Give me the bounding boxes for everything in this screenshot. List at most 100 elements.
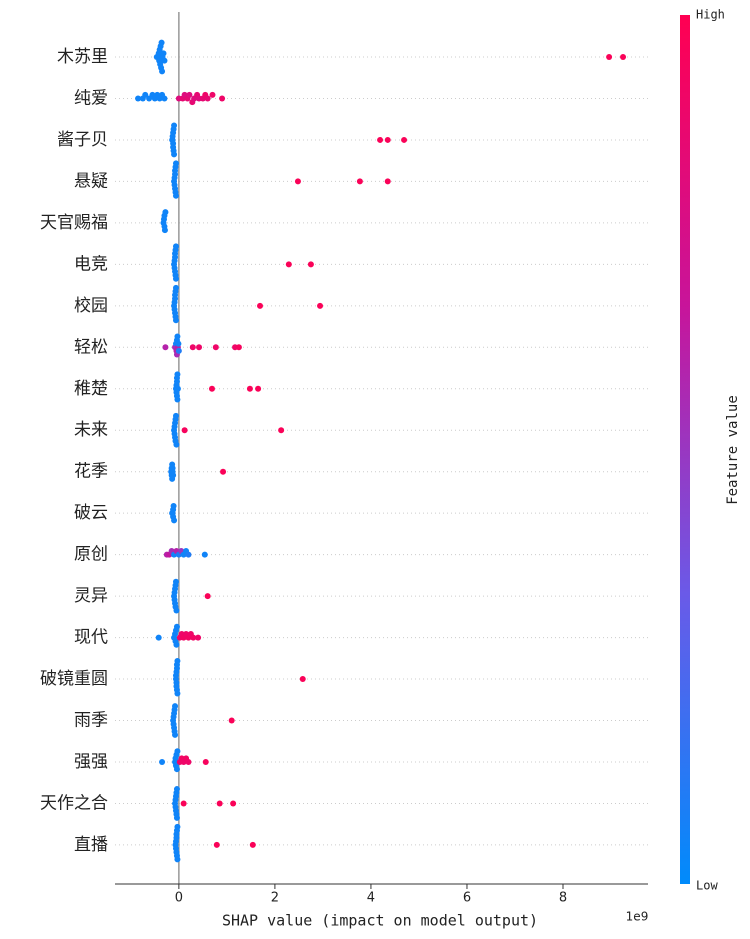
dot <box>317 302 324 309</box>
feature-label: 直播 <box>74 835 108 855</box>
dot <box>172 275 179 282</box>
feature-label: 原创 <box>74 545 108 565</box>
dot <box>174 658 181 665</box>
dot <box>172 578 179 585</box>
feature-label: 现代 <box>74 628 108 648</box>
x-tick-label: 4 <box>367 891 375 906</box>
dot <box>307 261 314 268</box>
feature-label: 强强 <box>74 752 108 772</box>
offset-label: 1e9 <box>626 910 649 924</box>
feature-label: 电竞 <box>74 254 108 274</box>
x-axis-label: SHAP value (impact on model output) <box>222 912 538 930</box>
dot <box>255 385 262 392</box>
x-tick-label: 0 <box>175 891 183 906</box>
dot <box>356 178 363 185</box>
dot <box>162 209 169 216</box>
dot <box>174 748 181 755</box>
dot <box>174 823 181 830</box>
dot <box>170 472 177 479</box>
dot <box>620 54 627 60</box>
dot <box>174 371 181 378</box>
dot <box>175 347 182 354</box>
dot <box>172 703 179 710</box>
dot <box>173 607 180 614</box>
dot <box>185 758 192 765</box>
dot <box>285 261 292 268</box>
dot <box>174 396 181 403</box>
dot <box>170 502 177 509</box>
dot <box>216 800 223 807</box>
feature-label: 天官赐福 <box>40 213 108 233</box>
dot <box>201 551 208 558</box>
dot <box>606 54 613 60</box>
dot <box>246 385 253 392</box>
dot <box>180 800 187 807</box>
feature-label: 木苏里 <box>57 47 108 67</box>
feature-label: 校园 <box>74 296 108 316</box>
dot <box>173 623 180 630</box>
dot <box>155 634 162 641</box>
dot <box>174 690 181 697</box>
dot <box>161 227 168 234</box>
x-tick-label: 8 <box>559 891 567 906</box>
dot <box>220 468 227 475</box>
dot <box>162 344 169 351</box>
dot <box>172 731 179 738</box>
feature-label: 未来 <box>74 420 108 440</box>
dot <box>212 344 219 351</box>
dot <box>189 344 196 351</box>
dot <box>384 178 391 185</box>
x-tick-label: 6 <box>463 891 471 906</box>
dot <box>204 593 211 600</box>
dot <box>185 551 192 558</box>
dot <box>401 136 408 143</box>
dot <box>278 427 285 434</box>
dot <box>175 340 182 347</box>
dot <box>174 856 181 863</box>
feature-label: 破镜重圆 <box>40 669 108 689</box>
dot <box>196 344 203 351</box>
feature-label: 酱子贝 <box>57 130 108 150</box>
dot <box>228 717 235 724</box>
dot <box>171 517 178 524</box>
dot <box>173 814 180 821</box>
feature-label: 灵异 <box>74 586 108 606</box>
dot <box>181 427 188 434</box>
dot <box>172 243 179 250</box>
colorbar-low: Low <box>696 879 718 893</box>
dot <box>204 95 211 102</box>
dot <box>257 302 264 309</box>
dot <box>173 766 180 773</box>
dot <box>173 441 180 448</box>
feature-label: 稚楚 <box>74 379 108 399</box>
feature-label: 雨季 <box>74 711 108 731</box>
dot <box>174 385 181 392</box>
dot <box>230 800 237 807</box>
dot <box>172 160 179 167</box>
dot <box>173 641 180 648</box>
dot <box>213 841 220 848</box>
colorbar-high: High <box>696 8 725 22</box>
dot <box>158 39 165 46</box>
dot <box>208 385 215 392</box>
feature-label: 天作之合 <box>40 793 108 813</box>
dot <box>172 412 179 419</box>
dot <box>384 136 391 143</box>
colorbar-label: Feature value <box>725 395 741 505</box>
feature-label: 纯爱 <box>74 88 108 108</box>
feature-label: 轻松 <box>74 337 108 357</box>
dot <box>161 95 168 102</box>
dot <box>202 758 209 765</box>
dot <box>159 68 166 75</box>
feature-label: 花季 <box>74 462 108 482</box>
dot <box>172 317 179 324</box>
dot <box>190 634 197 641</box>
dot <box>174 333 181 340</box>
dot <box>377 136 384 143</box>
dot <box>171 122 178 129</box>
dot <box>135 95 142 102</box>
dot <box>169 465 176 472</box>
dot <box>294 178 301 185</box>
dot <box>249 841 256 848</box>
